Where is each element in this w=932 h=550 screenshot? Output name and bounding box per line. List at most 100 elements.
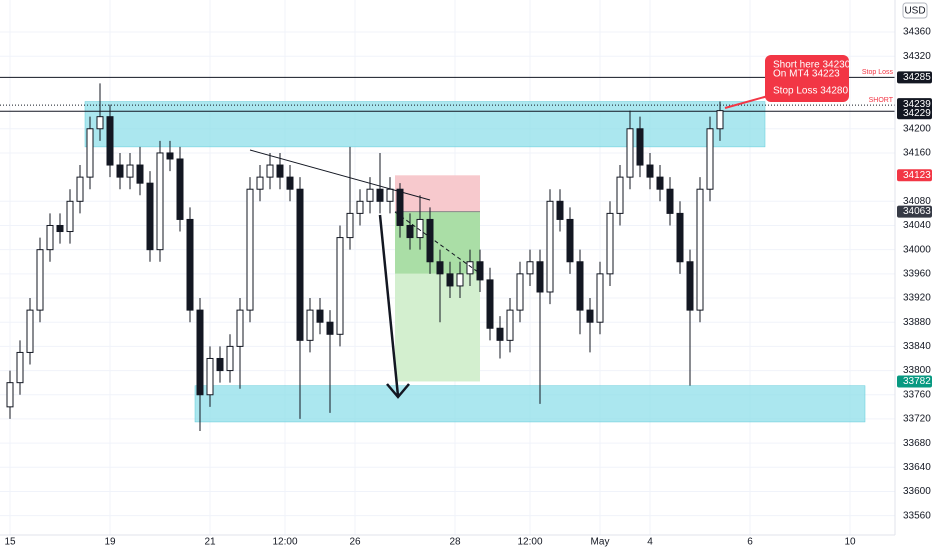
y-tick-label: 34080 bbox=[903, 196, 931, 207]
candle-body bbox=[696, 188, 704, 311]
x-tick-label: May bbox=[591, 537, 610, 548]
price-lines: Stop Loss SHORT bbox=[0, 69, 895, 112]
candle-body bbox=[576, 261, 584, 311]
y-tick-label: 34000 bbox=[903, 244, 931, 255]
candle-body bbox=[56, 224, 64, 233]
x-tick-label: 10 bbox=[844, 537, 856, 548]
price-label: 34229 bbox=[903, 108, 931, 119]
candle-body bbox=[496, 327, 504, 341]
y-tick-label: 33960 bbox=[903, 268, 931, 279]
candle-body bbox=[316, 309, 324, 323]
x-tick-label: 28 bbox=[449, 537, 461, 548]
candle-body bbox=[706, 128, 714, 190]
candle-body bbox=[446, 273, 454, 287]
x-tick-label: 4 bbox=[647, 537, 653, 548]
candle-body bbox=[196, 309, 204, 396]
y-tick-label: 33800 bbox=[903, 365, 931, 376]
y-tick-label: 34160 bbox=[903, 148, 931, 159]
callout: Short here 34230 On MT4 34223 Stop Loss … bbox=[724, 55, 851, 109]
zone bbox=[194, 385, 866, 423]
y-tick-label: 33640 bbox=[903, 462, 931, 473]
price-label-box bbox=[897, 107, 932, 120]
price-label: 34123 bbox=[903, 170, 931, 181]
y-tick-label: 34040 bbox=[903, 220, 931, 231]
candle-body bbox=[266, 164, 274, 178]
x-tick-label: 6 bbox=[747, 537, 753, 548]
candle-body bbox=[416, 218, 424, 239]
candle-body bbox=[586, 309, 594, 323]
candle-body bbox=[286, 176, 294, 190]
candle-body bbox=[46, 224, 54, 251]
candle-body bbox=[136, 164, 144, 184]
y-tick-label: 33720 bbox=[903, 414, 931, 425]
position-tool bbox=[395, 175, 480, 382]
candle-body bbox=[66, 200, 74, 233]
x-tick-label: 26 bbox=[349, 537, 361, 548]
candle-body bbox=[656, 176, 664, 190]
candle-body bbox=[116, 164, 124, 178]
callout-text: Short here 34230 bbox=[773, 60, 851, 71]
candle-body bbox=[146, 182, 154, 251]
candle-body bbox=[6, 382, 14, 408]
y-tick-label: 34200 bbox=[903, 123, 931, 134]
arrow-head bbox=[386, 383, 410, 399]
candle-body bbox=[516, 273, 524, 311]
price-label-box bbox=[897, 169, 932, 182]
stop-area bbox=[395, 175, 480, 212]
x-tick-label: 15 bbox=[4, 537, 16, 548]
x-tick-label: 19 bbox=[104, 537, 116, 548]
price-label: 33782 bbox=[903, 376, 931, 387]
candle-body bbox=[126, 164, 134, 178]
candle-body bbox=[76, 176, 84, 202]
candle-body bbox=[186, 218, 194, 311]
y-tick-label: 33560 bbox=[903, 510, 931, 521]
candle-body bbox=[96, 116, 104, 130]
callout-text: Stop Loss 34280 bbox=[773, 86, 848, 97]
candle-body bbox=[36, 249, 44, 311]
candle-body bbox=[246, 188, 254, 311]
candle-body bbox=[566, 218, 574, 263]
candle-body bbox=[616, 176, 624, 214]
callout-pointer bbox=[724, 95, 769, 109]
candle-body bbox=[236, 309, 244, 347]
candle-body bbox=[176, 158, 184, 220]
candle-body bbox=[596, 273, 604, 323]
zone bbox=[84, 101, 766, 148]
price-line-label: SHORT bbox=[869, 97, 894, 104]
y-tick-label: 34360 bbox=[903, 27, 931, 38]
candle-body bbox=[666, 188, 674, 214]
candle-body bbox=[206, 357, 214, 396]
y-tick-label: 34320 bbox=[903, 51, 931, 62]
candle-body bbox=[476, 261, 484, 281]
price-label-box bbox=[897, 98, 932, 111]
y-tick-label: 33600 bbox=[903, 486, 931, 497]
candle-body bbox=[636, 128, 644, 166]
candle-body bbox=[716, 110, 724, 130]
y-tick-label: 33680 bbox=[903, 438, 931, 449]
price-label: 34285 bbox=[903, 72, 931, 83]
candle-body bbox=[466, 261, 474, 275]
candle-body bbox=[376, 188, 384, 202]
candle-body bbox=[326, 321, 334, 335]
candle-body bbox=[456, 273, 464, 287]
x-tick-label: 21 bbox=[204, 537, 216, 548]
trend-line bbox=[249, 149, 431, 201]
drawings bbox=[249, 149, 479, 399]
candle-body bbox=[506, 309, 514, 341]
candle-body bbox=[156, 152, 164, 251]
price-label-box bbox=[897, 205, 932, 218]
callout-text: On MT4 34223 bbox=[773, 69, 840, 80]
candle-body bbox=[686, 261, 694, 311]
candle-body bbox=[106, 116, 114, 166]
y-tick-label: 33920 bbox=[903, 293, 931, 304]
zones bbox=[84, 101, 866, 423]
candles bbox=[6, 83, 724, 432]
arrow-shaft bbox=[378, 214, 400, 397]
y-tick-label: 33840 bbox=[903, 341, 931, 352]
candle-body bbox=[546, 200, 554, 293]
y-tick-label: 33880 bbox=[903, 317, 931, 328]
candle-body bbox=[276, 164, 284, 178]
candle-body bbox=[256, 176, 264, 190]
